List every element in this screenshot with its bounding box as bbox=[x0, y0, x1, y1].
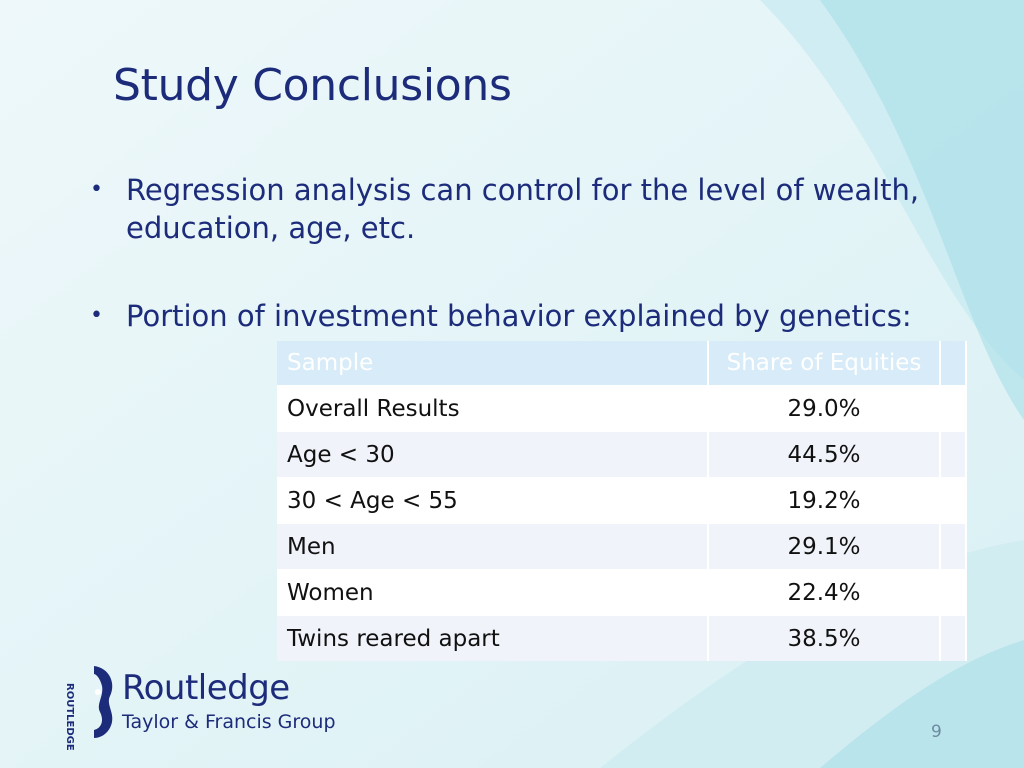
bullet-text: Portion of investment behavior explained… bbox=[126, 299, 912, 333]
cell-share: 22.4% bbox=[708, 569, 941, 616]
slide-title: Study Conclusions bbox=[113, 60, 512, 111]
bullet-dot-icon: • bbox=[90, 303, 103, 328]
logo-subtitle: Taylor & Francis Group bbox=[122, 711, 336, 733]
logo-brand-name: Routledge bbox=[122, 668, 290, 708]
cell-spacer bbox=[940, 523, 967, 570]
logo-vertical-text: ROUTLEDGE bbox=[64, 683, 75, 751]
cell-sample: Men bbox=[277, 523, 709, 570]
table-row: Women 22.4% bbox=[277, 569, 967, 616]
header-sample: Sample bbox=[277, 341, 709, 386]
bullet-dot-icon: • bbox=[90, 177, 103, 202]
cell-share: 38.5% bbox=[708, 615, 941, 661]
table-row: Twins reared apart 38.5% bbox=[277, 615, 967, 661]
table-row: Age < 30 44.5% bbox=[277, 431, 967, 478]
cell-spacer bbox=[940, 569, 967, 616]
cell-spacer bbox=[940, 431, 967, 478]
bullet-text: Regression analysis can control for the … bbox=[126, 173, 920, 245]
routledge-logo-icon bbox=[94, 666, 113, 738]
page-number: 9 bbox=[931, 722, 942, 742]
cell-share: 19.2% bbox=[708, 477, 941, 524]
cell-sample: Age < 30 bbox=[277, 431, 709, 478]
table-row: Men 29.1% bbox=[277, 523, 967, 570]
cell-spacer bbox=[940, 385, 967, 432]
bullet-item: • Regression analysis can control for th… bbox=[90, 171, 950, 247]
header-share: Share of Equities bbox=[708, 341, 941, 386]
cell-sample: Women bbox=[277, 569, 709, 616]
cell-spacer bbox=[940, 477, 967, 524]
cell-sample: Overall Results bbox=[277, 385, 709, 432]
cell-sample: Twins reared apart bbox=[277, 615, 709, 661]
cell-spacer bbox=[940, 615, 967, 661]
cell-share: 29.0% bbox=[708, 385, 941, 432]
table-row: 30 < Age < 55 19.2% bbox=[277, 477, 967, 524]
cell-sample: 30 < Age < 55 bbox=[277, 477, 709, 524]
equities-table: Sample Share of Equities Overall Results… bbox=[277, 341, 967, 661]
bullet-item: • Portion of investment behavior explain… bbox=[90, 297, 950, 335]
table-row: Overall Results 29.0% bbox=[277, 385, 967, 432]
cell-share: 29.1% bbox=[708, 523, 941, 570]
cell-share: 44.5% bbox=[708, 431, 941, 478]
table-header-row: Sample Share of Equities bbox=[277, 341, 967, 386]
header-spacer bbox=[940, 341, 967, 386]
